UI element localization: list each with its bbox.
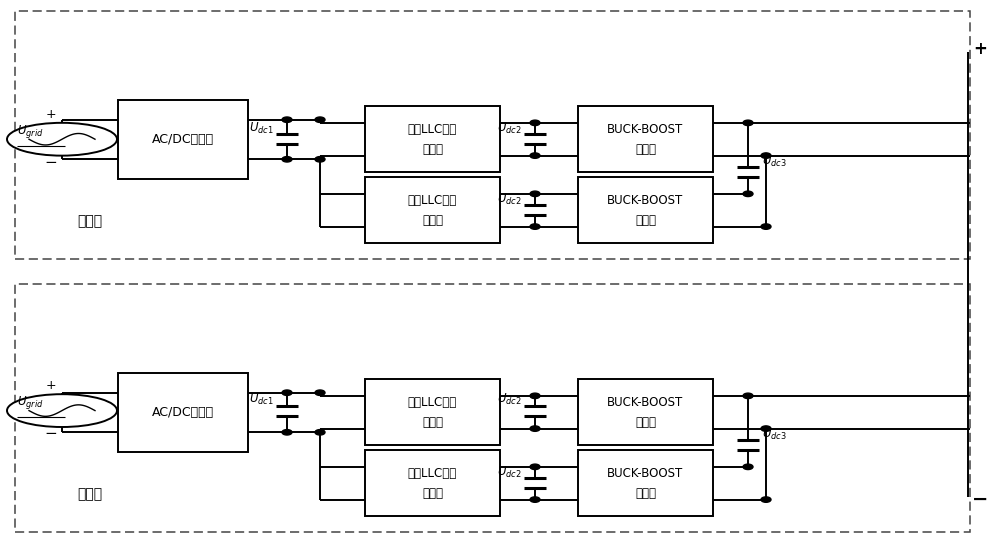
- Circle shape: [530, 153, 540, 158]
- Circle shape: [282, 117, 292, 122]
- Ellipse shape: [7, 123, 117, 156]
- Circle shape: [761, 497, 771, 502]
- Text: $U_{dc1}$: $U_{dc1}$: [249, 121, 274, 136]
- Text: AC/DC变换器: AC/DC变换器: [152, 133, 214, 146]
- Text: 隔离LLC谐振: 隔离LLC谐振: [408, 467, 457, 480]
- Circle shape: [530, 224, 540, 229]
- Text: 变换器: 变换器: [635, 213, 656, 227]
- Text: +: +: [46, 379, 56, 393]
- Bar: [365, 106, 500, 172]
- Circle shape: [761, 153, 771, 158]
- Circle shape: [761, 426, 771, 431]
- Text: −: −: [45, 426, 57, 441]
- Circle shape: [530, 191, 540, 197]
- Bar: [118, 100, 248, 179]
- Text: 变换器: 变换器: [422, 486, 443, 500]
- Text: BUCK-BOOST: BUCK-BOOST: [607, 396, 684, 409]
- Bar: [15, 11, 970, 259]
- Text: 模块一: 模块一: [77, 214, 103, 228]
- Text: 变换器: 变换器: [635, 143, 656, 156]
- Circle shape: [282, 430, 292, 435]
- Bar: [15, 284, 970, 532]
- Text: $U_{dc2}$: $U_{dc2}$: [497, 192, 522, 207]
- Text: BUCK-BOOST: BUCK-BOOST: [607, 123, 684, 136]
- Text: $U_{dc3}$: $U_{dc3}$: [762, 153, 787, 169]
- Text: +: +: [46, 108, 56, 121]
- Text: 隔离LLC谐振: 隔离LLC谐振: [408, 123, 457, 136]
- Text: +: +: [973, 40, 987, 58]
- Bar: [365, 450, 500, 516]
- Text: $U_{grid}$: $U_{grid}$: [17, 122, 44, 140]
- Bar: [578, 450, 713, 516]
- Circle shape: [530, 426, 540, 431]
- Text: $U_{dc2}$: $U_{dc2}$: [497, 392, 522, 407]
- Bar: [365, 177, 500, 243]
- Circle shape: [530, 497, 540, 502]
- Text: 变换器: 变换器: [422, 143, 443, 156]
- Ellipse shape: [7, 394, 117, 427]
- Text: 变换器: 变换器: [635, 416, 656, 429]
- Text: 变换器: 变换器: [635, 486, 656, 500]
- Text: $U_{dc3}$: $U_{dc3}$: [762, 426, 787, 442]
- Text: BUCK-BOOST: BUCK-BOOST: [607, 194, 684, 207]
- Bar: [365, 379, 500, 445]
- Circle shape: [315, 117, 325, 122]
- Circle shape: [530, 393, 540, 399]
- Text: 变换器: 变换器: [422, 213, 443, 227]
- Circle shape: [761, 224, 771, 229]
- Text: 模块二: 模块二: [77, 487, 103, 501]
- Text: $U_{dc2}$: $U_{dc2}$: [497, 121, 522, 136]
- Circle shape: [530, 120, 540, 126]
- Text: −: −: [45, 155, 57, 170]
- Text: $U_{grid}$: $U_{grid}$: [17, 394, 44, 411]
- Text: BUCK-BOOST: BUCK-BOOST: [607, 467, 684, 480]
- Circle shape: [743, 120, 753, 126]
- Circle shape: [315, 430, 325, 435]
- Text: 隔离LLC谐振: 隔离LLC谐振: [408, 194, 457, 207]
- Text: 隔离LLC谐振: 隔离LLC谐振: [408, 396, 457, 409]
- Bar: [118, 373, 248, 452]
- Text: $U_{dc2}$: $U_{dc2}$: [497, 465, 522, 480]
- Circle shape: [743, 464, 753, 470]
- Circle shape: [743, 191, 753, 197]
- Circle shape: [315, 390, 325, 395]
- Circle shape: [282, 390, 292, 395]
- Text: AC/DC变换器: AC/DC变换器: [152, 406, 214, 419]
- Circle shape: [282, 157, 292, 162]
- Text: $U_{dc1}$: $U_{dc1}$: [249, 392, 274, 407]
- Text: −: −: [972, 490, 988, 509]
- Bar: [578, 106, 713, 172]
- Circle shape: [530, 464, 540, 470]
- Circle shape: [315, 157, 325, 162]
- Bar: [578, 177, 713, 243]
- Circle shape: [743, 393, 753, 399]
- Text: 变换器: 变换器: [422, 416, 443, 429]
- Bar: [578, 379, 713, 445]
